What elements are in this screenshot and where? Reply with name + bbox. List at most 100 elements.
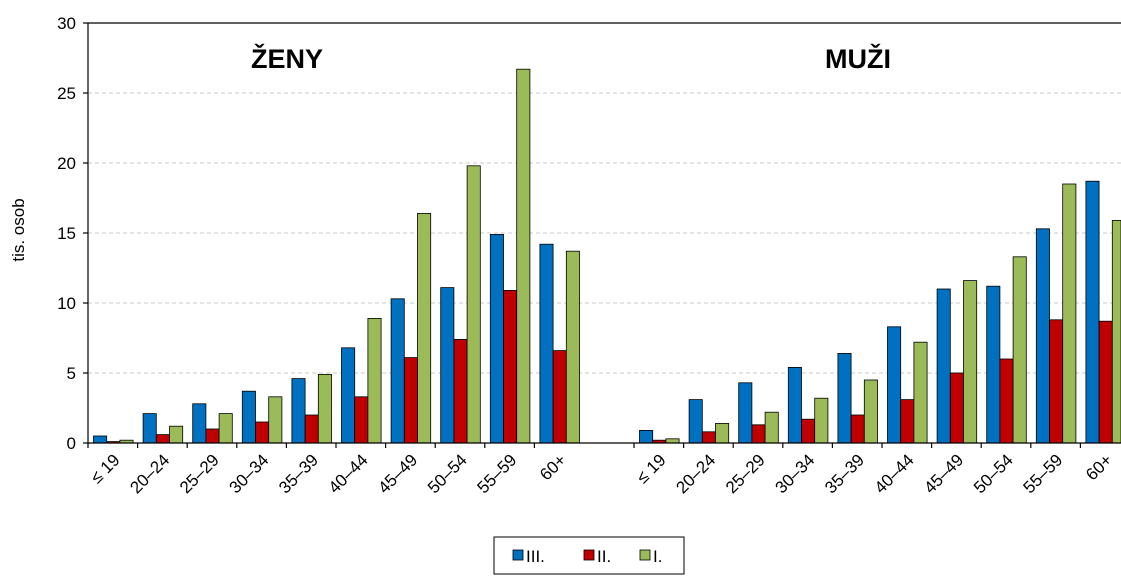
bar-muzi-1	[837, 352, 852, 444]
bar-muzi-3	[1062, 183, 1077, 444]
bar-zeny-2	[205, 428, 220, 444]
bar-zeny-2	[304, 414, 319, 444]
bar-zeny-1	[142, 413, 157, 444]
legend-swatch-ii	[583, 549, 595, 561]
bar-zeny-2	[403, 357, 418, 444]
bar-zeny-1	[489, 233, 504, 444]
legend-label-ii: II.	[597, 547, 611, 566]
bar-muzi-1	[639, 429, 654, 444]
y-tick-labels: 0 5 10 15 20 25 30	[57, 14, 76, 453]
bar-muzi-2	[949, 372, 964, 444]
x-tick-label: 35–39	[275, 450, 322, 497]
bar-zeny-2	[354, 396, 369, 444]
bar-muzi-1	[936, 288, 951, 444]
bar-zeny-2	[552, 350, 567, 444]
x-tick-label: 60+	[536, 450, 570, 484]
bar-zeny-1	[93, 435, 108, 444]
x-tick-label: 50–54	[424, 450, 471, 497]
bar-muzi-2	[850, 414, 865, 444]
y-axis-label: tis. osob	[9, 198, 28, 261]
legend-swatch-i	[639, 549, 651, 561]
bar-muzi-2	[1049, 319, 1064, 444]
y-tick-label: 0	[67, 434, 76, 453]
bar-muzi-2	[1098, 320, 1113, 444]
x-tick-label: 40–44	[871, 450, 918, 497]
grid	[83, 22, 1121, 448]
bar-zeny-3	[268, 396, 283, 444]
bar-muzi-1	[787, 366, 802, 444]
bar-zeny-1	[241, 390, 256, 444]
bar-zeny-2	[503, 289, 518, 444]
legend: III. II. I.	[493, 536, 685, 575]
legend-swatch-iii	[512, 549, 524, 561]
bar-zeny-3	[417, 212, 432, 444]
bar-zeny-1	[291, 378, 306, 444]
x-tick-label: 55–59	[1020, 450, 1067, 497]
bar-muzi-2	[900, 399, 915, 444]
bar-zeny-1	[539, 243, 554, 444]
x-tick-label: 25–29	[176, 450, 223, 497]
bar-zeny-1	[341, 347, 356, 444]
bar-muzi-1	[738, 382, 753, 444]
bar-zeny-3	[367, 317, 382, 444]
panel-title-zeny: ŽENY	[251, 43, 323, 74]
bar-zeny-1	[390, 298, 405, 444]
bar-muzi-3	[1111, 219, 1121, 444]
y-tick-label: 30	[57, 14, 76, 33]
bar-muzi-3	[913, 341, 928, 444]
y-tick-label: 5	[67, 364, 76, 383]
y-tick-label: 15	[57, 224, 76, 243]
x-tick-label: 45–49	[374, 450, 421, 497]
x-tick-label: 55–59	[474, 450, 521, 497]
bar-zeny-3	[565, 250, 580, 444]
bar-zeny-3	[169, 425, 184, 444]
bars	[93, 68, 1121, 444]
x-tick-label: ≤ 19	[633, 450, 670, 487]
x-tick-label: 40–44	[325, 450, 372, 497]
legend-label-i: I.	[653, 547, 662, 566]
x-tick-label: 45–49	[920, 450, 967, 497]
bar-muzi-1	[887, 326, 902, 444]
x-tick-label: 35–39	[821, 450, 868, 497]
panel-title-muzi: MUŽI	[825, 43, 891, 74]
bar-zeny-2	[155, 434, 170, 444]
bar-zeny-3	[516, 68, 531, 444]
x-tick-labels: ≤ 19 20–24 25–29 30–34 35–39 40–44 45–49 50–54 5…	[87, 450, 1116, 497]
bar-muzi-3	[1012, 256, 1027, 444]
bar-zeny-2	[453, 338, 468, 444]
bar-muzi-3	[715, 422, 730, 444]
bar-muzi-1	[1085, 180, 1100, 444]
legend-label-iii: III.	[526, 547, 545, 566]
x-tick-label: ≤ 19	[87, 450, 124, 487]
y-tick-label: 20	[57, 154, 76, 173]
bar-muzi-3	[863, 379, 878, 444]
bar-muzi-1	[1035, 228, 1050, 444]
x-tick-label: 30–34	[772, 450, 819, 497]
bar-zeny-2	[255, 421, 270, 444]
bar-muzi-3	[963, 280, 978, 444]
x-tick-label: 60+	[1082, 450, 1116, 484]
y-tick-label: 10	[57, 294, 76, 313]
bar-muzi-2	[999, 358, 1014, 444]
bar-zeny-1	[440, 287, 455, 444]
x-tick-label: 20–24	[672, 450, 719, 497]
bar-muzi-3	[764, 411, 779, 444]
axes	[87, 23, 1121, 444]
x-tick-label: 30–34	[226, 450, 273, 497]
x-tick-label: 25–29	[722, 450, 769, 497]
x-tick-label: 50–54	[970, 450, 1017, 497]
bar-muzi-3	[665, 438, 680, 444]
bar-muzi-3	[814, 397, 829, 444]
bar-muzi-2	[701, 431, 716, 444]
y-tick-label: 25	[57, 84, 76, 103]
bar-muzi-1	[688, 399, 703, 444]
bar-zeny-1	[192, 403, 207, 444]
bar-muzi-1	[986, 285, 1001, 444]
bar-zeny-3	[317, 373, 332, 444]
bar-zeny-3	[218, 413, 233, 444]
bar-muzi-2	[751, 424, 766, 444]
bar-zeny-3	[466, 165, 481, 444]
bar-muzi-2	[801, 418, 816, 444]
x-tick-label: 20–24	[126, 450, 173, 497]
